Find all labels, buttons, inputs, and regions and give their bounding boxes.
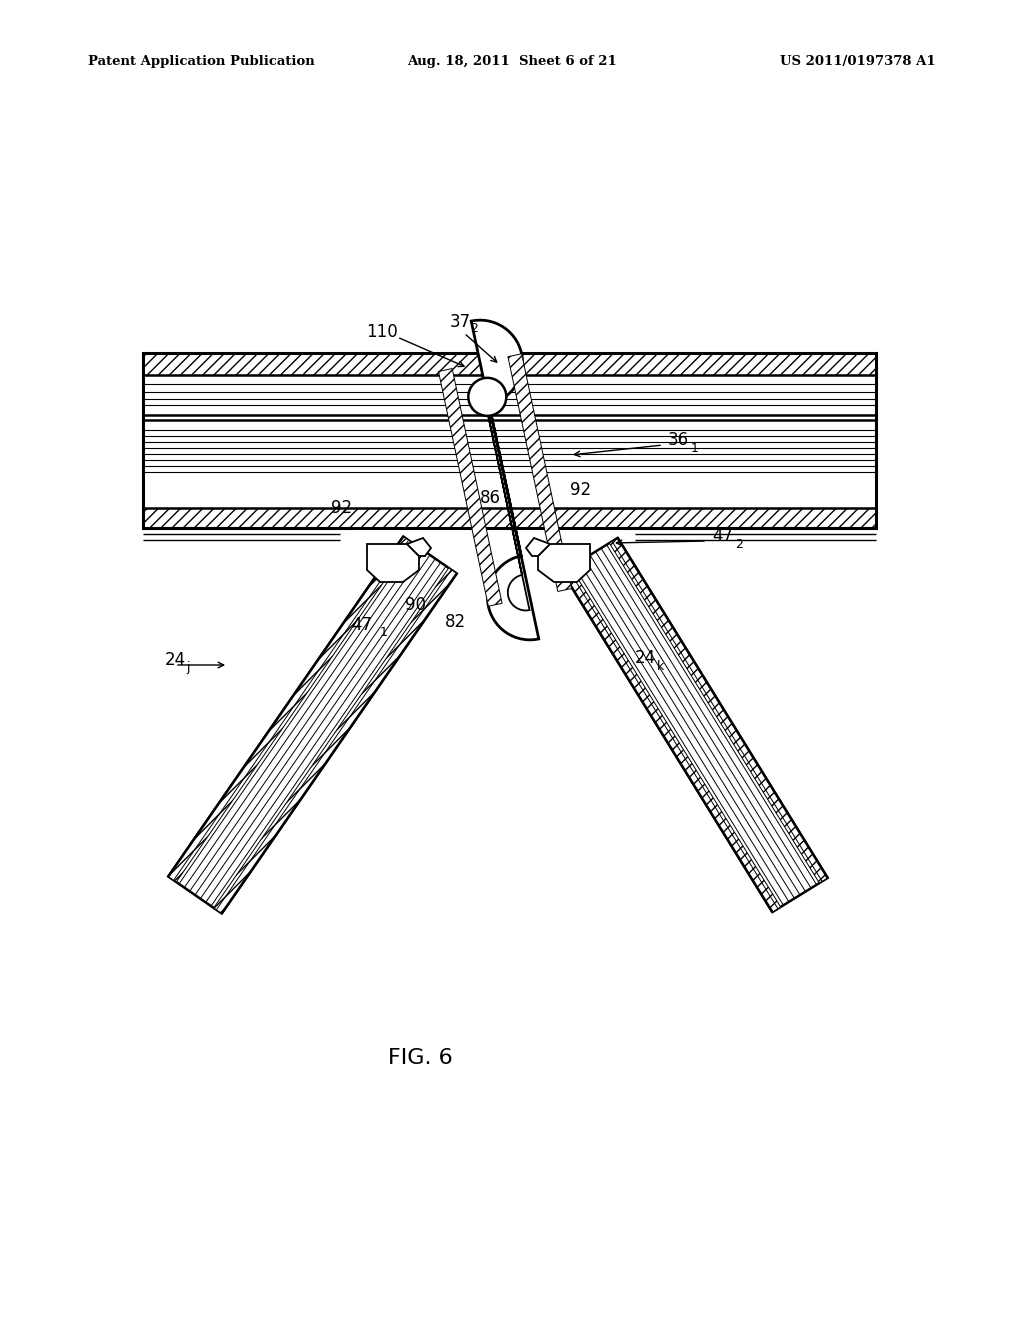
Text: 24: 24 <box>635 649 656 667</box>
Text: 110: 110 <box>367 323 398 341</box>
Text: 36: 36 <box>668 432 689 449</box>
Polygon shape <box>214 568 457 913</box>
Polygon shape <box>562 568 780 912</box>
Text: Aug. 18, 2011  Sheet 6 of 21: Aug. 18, 2011 Sheet 6 of 21 <box>408 55 616 69</box>
Text: 1: 1 <box>380 627 388 639</box>
Polygon shape <box>143 508 876 528</box>
Polygon shape <box>538 544 590 582</box>
Text: 24: 24 <box>165 651 186 669</box>
Polygon shape <box>508 354 571 591</box>
Polygon shape <box>562 539 827 912</box>
Polygon shape <box>168 536 412 882</box>
Polygon shape <box>143 352 876 375</box>
Polygon shape <box>438 368 502 606</box>
Text: j: j <box>186 661 189 675</box>
Text: 92: 92 <box>332 499 352 517</box>
Circle shape <box>468 378 506 416</box>
Text: 37: 37 <box>450 313 471 331</box>
Text: 47: 47 <box>351 616 373 634</box>
Text: 82: 82 <box>444 612 466 631</box>
Polygon shape <box>609 539 827 883</box>
Polygon shape <box>480 379 529 610</box>
Polygon shape <box>407 539 431 556</box>
Text: FIG. 6: FIG. 6 <box>388 1048 453 1068</box>
Polygon shape <box>526 539 550 556</box>
Text: 90: 90 <box>404 597 426 614</box>
Text: 86: 86 <box>479 488 501 507</box>
Text: 47: 47 <box>712 527 733 545</box>
Text: 1: 1 <box>691 441 698 454</box>
Text: 2: 2 <box>470 322 478 334</box>
Text: 2: 2 <box>735 537 742 550</box>
Text: k: k <box>657 660 665 672</box>
Text: 92: 92 <box>570 480 591 499</box>
Polygon shape <box>471 321 539 640</box>
Polygon shape <box>367 544 419 582</box>
Polygon shape <box>168 536 457 913</box>
Text: Patent Application Publication: Patent Application Publication <box>88 55 314 69</box>
Text: US 2011/0197378 A1: US 2011/0197378 A1 <box>780 55 936 69</box>
